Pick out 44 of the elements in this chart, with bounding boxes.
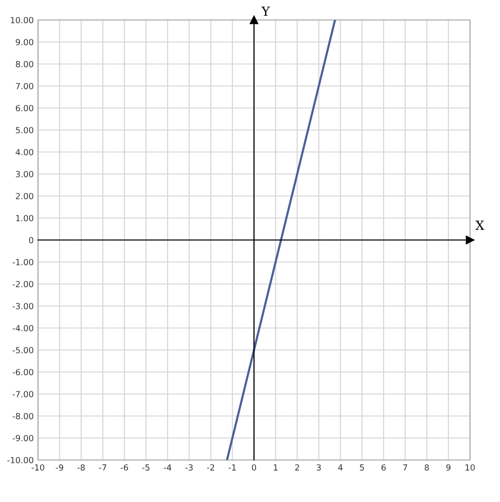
x-tick-label: 0 xyxy=(252,464,256,471)
x-tick-label: -4 xyxy=(164,464,172,470)
y-tick-label: -7.00 xyxy=(12,390,34,398)
y-tick-label: 6.00 xyxy=(16,104,34,112)
x-tick-label: 9 xyxy=(446,464,450,471)
x-tick-label: -1 xyxy=(228,464,236,470)
y-tick-label: 8.00 xyxy=(16,60,34,68)
x-tick-label: 10 xyxy=(466,464,475,471)
y-tick-label: -2.00 xyxy=(12,280,34,288)
y-tick-label: 5.00 xyxy=(16,126,34,134)
y-tick-label: -6.00 xyxy=(12,368,34,376)
x-tick-label: 3 xyxy=(316,464,321,471)
y-tick-label: 3.00 xyxy=(16,170,34,178)
y-tick-label: -9.00 xyxy=(12,434,34,442)
x-tick-label: 8 xyxy=(424,464,429,471)
x-tick-label: -2 xyxy=(207,464,214,470)
y-tick-label: -1.00 xyxy=(12,258,34,266)
y-tick-label: -10.00 xyxy=(7,456,34,464)
y-tick-label: -3.00 xyxy=(12,302,34,310)
y-tick-label: 1.00 xyxy=(16,214,34,222)
x-tick-label: -6 xyxy=(120,464,128,471)
y-tick-label: -8.00 xyxy=(12,412,34,420)
x-tick-label: 6 xyxy=(382,464,386,471)
x-tick-label: -5 xyxy=(142,464,150,471)
y-tick-label: -5.00 xyxy=(12,346,34,354)
x-tick-label: -3 xyxy=(185,464,193,471)
y-tick-label: 10.00 xyxy=(10,16,34,24)
x-tick-label: -9 xyxy=(56,464,64,471)
x-tick-label: -10 xyxy=(32,464,44,471)
y-tick-label: 4.00 xyxy=(16,148,34,156)
x-tick-label: 7 xyxy=(403,464,408,470)
x-tick-label: -7 xyxy=(99,464,106,470)
x-tick-label: 1 xyxy=(274,464,278,470)
y-tick-label: 2.00 xyxy=(16,192,34,200)
y-axis-title: Y xyxy=(261,6,270,16)
x-axis-title: X xyxy=(475,220,484,230)
y-tick-label: 9.00 xyxy=(16,38,34,46)
x-tick-label: -8 xyxy=(77,464,85,471)
x-tick-label: 4 xyxy=(338,464,343,470)
x-tick-label: 2 xyxy=(295,464,300,470)
x-tick-label: 5 xyxy=(360,464,364,471)
y-tick-label: 7.00 xyxy=(16,82,34,90)
y-tick-label: 0 xyxy=(29,236,34,244)
y-tick-label: -4.00 xyxy=(12,324,34,332)
